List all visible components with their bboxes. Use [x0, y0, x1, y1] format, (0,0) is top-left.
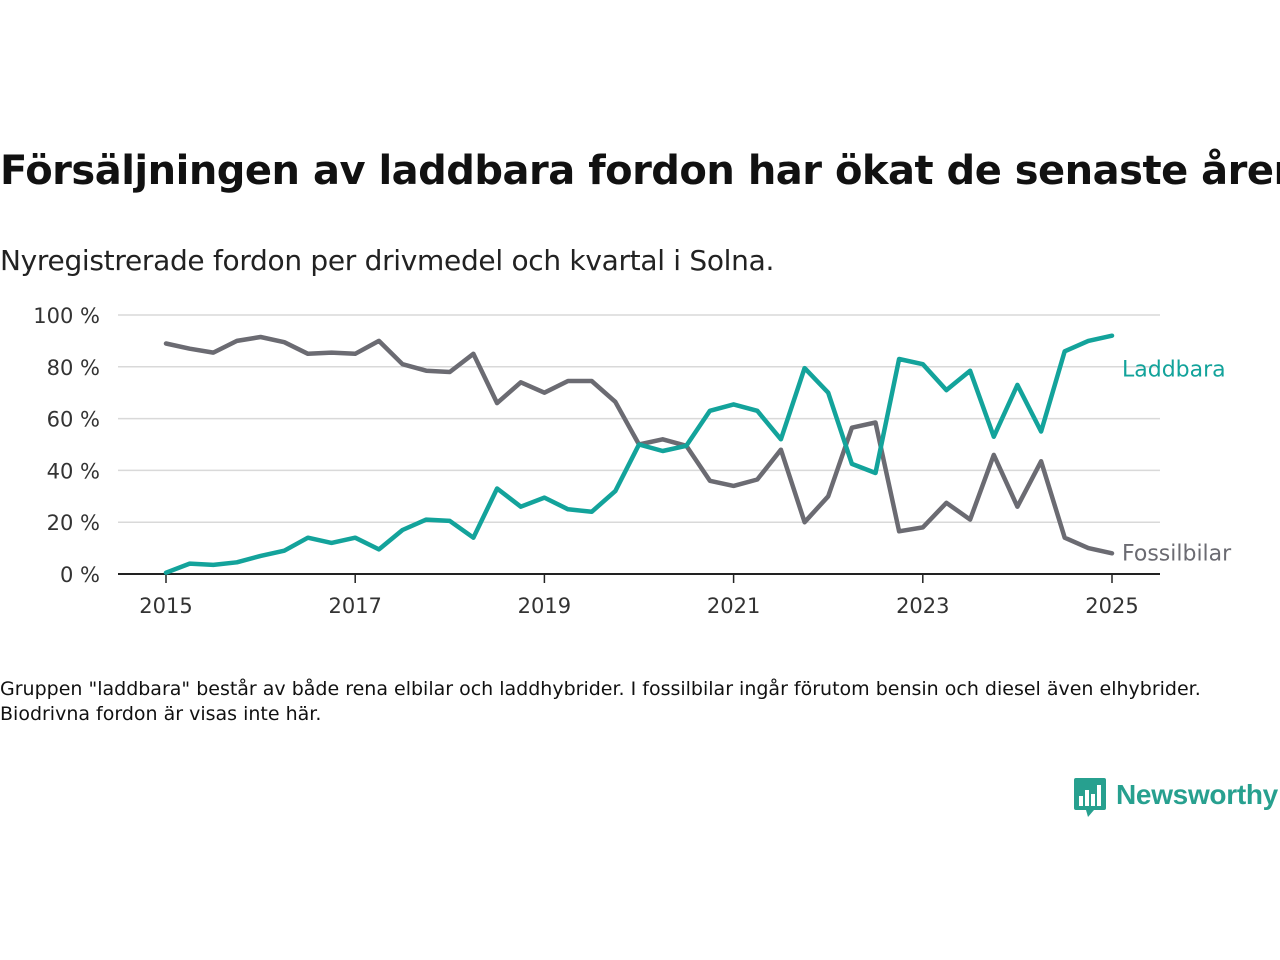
line-chart: 0 % 20 % 40 % 60 % 80 % 100 % 2015 2017 2019 2021…	[33, 304, 1232, 618]
x-tick-label: 2019	[518, 594, 571, 618]
y-tick-label: 20 %	[47, 511, 100, 535]
y-tick-label: 60 %	[47, 408, 100, 432]
x-tick-label: 2025	[1085, 594, 1138, 618]
chart-footnote: Gruppen "laddbara" består av både rena e…	[0, 678, 1201, 725]
series-label-laddbara: Laddbara	[1122, 358, 1226, 383]
y-tick-label: 80 %	[47, 356, 100, 380]
series-label-fossilbilar: Fossilbilar	[1122, 541, 1232, 566]
x-tick-label: 2023	[896, 594, 949, 618]
y-tick-label: 0 %	[60, 563, 100, 587]
y-tick-label: 100 %	[33, 304, 100, 328]
newsworthy-bar-chart-icon	[1072, 776, 1108, 818]
brand: Newsworthy	[1072, 775, 1278, 819]
chart-subtitle: Nyregistrerade fordon per drivmedel och …	[0, 244, 775, 277]
x-tick-label: 2015	[139, 594, 192, 618]
x-tick-label: 2021	[707, 594, 760, 618]
brand-name: Newsworthy	[1116, 779, 1278, 810]
y-tick-label: 40 %	[47, 459, 100, 483]
series-line-laddbara	[163, 333, 1115, 575]
x-tick-label: 2017	[328, 594, 381, 618]
chart-title: Försäljningen av laddbara fordon har öka…	[0, 148, 1280, 194]
